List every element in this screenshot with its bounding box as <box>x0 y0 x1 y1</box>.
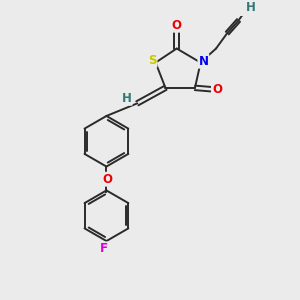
Text: H: H <box>122 92 132 105</box>
Text: O: O <box>172 19 182 32</box>
Text: O: O <box>103 173 112 186</box>
Text: O: O <box>212 83 222 96</box>
Text: H: H <box>246 1 256 14</box>
Text: F: F <box>100 242 108 255</box>
Text: N: N <box>198 55 208 68</box>
Text: S: S <box>148 54 157 67</box>
